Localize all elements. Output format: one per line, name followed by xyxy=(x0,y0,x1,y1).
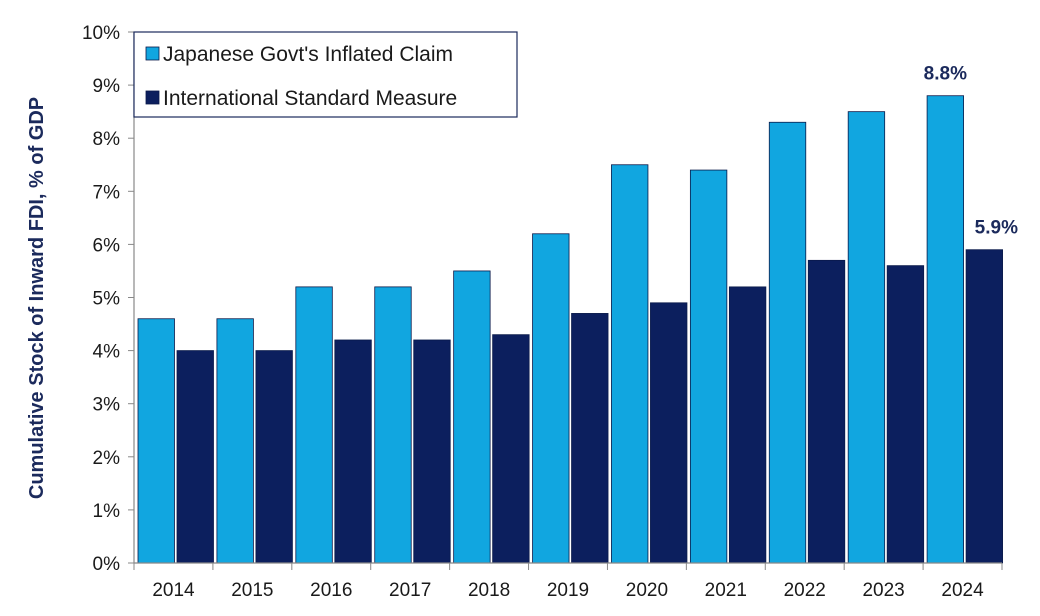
bar xyxy=(807,259,846,564)
x-tick-label: 2020 xyxy=(626,580,668,601)
y-tick-label: 10% xyxy=(82,23,120,44)
bar xyxy=(728,286,767,564)
bar xyxy=(216,318,254,564)
y-tick-label: 4% xyxy=(93,342,121,363)
legend: Japanese Govt's Inflated Claim Internatio… xyxy=(133,31,518,118)
x-tick-label: 2016 xyxy=(310,580,352,601)
bar xyxy=(137,318,175,564)
bar xyxy=(926,95,964,564)
x-tick-label: 2018 xyxy=(468,580,510,601)
y-tick-labels: 0% 1% 2% 3% 4% 5% 6% 7% 8% 9% 10% xyxy=(82,23,120,575)
legend-box xyxy=(133,31,518,118)
x-tick-label: 2015 xyxy=(231,580,273,601)
bar xyxy=(611,164,649,564)
y-tick-label: 8% xyxy=(93,129,121,150)
bar xyxy=(374,286,412,564)
data-labels: 8.8% 5.9% xyxy=(924,64,1018,239)
legend-swatch xyxy=(145,90,160,105)
x-tick-label: 2019 xyxy=(547,580,589,601)
bar xyxy=(965,249,1003,564)
x-tick-label: 2023 xyxy=(862,580,904,601)
bar xyxy=(532,233,570,564)
y-tick-label: 7% xyxy=(93,182,121,203)
y-tick-label: 0% xyxy=(93,554,121,575)
bar xyxy=(295,286,333,564)
x-tick-label: 2014 xyxy=(152,580,195,601)
x-tick-label: 2021 xyxy=(705,580,747,601)
bar xyxy=(413,339,451,564)
legend-label: Japanese Govt's Inflated Claim xyxy=(163,43,453,66)
y-tick-label: 5% xyxy=(93,289,121,310)
bar xyxy=(453,270,491,564)
bar xyxy=(334,339,372,564)
bar xyxy=(689,169,728,564)
axes xyxy=(128,31,1003,570)
bar-series xyxy=(137,95,1003,564)
x-tick-label: 2022 xyxy=(784,580,826,601)
data-label: 8.8% xyxy=(924,64,967,85)
data-label: 5.9% xyxy=(975,218,1018,239)
legend-label: International Standard Measure xyxy=(163,87,457,110)
y-tick-label: 2% xyxy=(93,448,121,469)
bar xyxy=(768,121,807,564)
y-axis-title: Cumulative Stock of Inward FDI, % of GDP xyxy=(26,97,48,499)
y-tick-label: 3% xyxy=(93,395,121,416)
bar xyxy=(886,265,925,564)
y-tick-label: 9% xyxy=(93,76,121,97)
bar xyxy=(571,313,609,564)
y-tick-label: 1% xyxy=(93,501,121,522)
x-tick-label: 2017 xyxy=(389,580,431,601)
bar xyxy=(255,350,293,564)
bar xyxy=(650,302,688,564)
x-tick-labels: 2014 2015 2016 2017 2018 2019 2020 2021 2022 2023… xyxy=(152,580,984,601)
bar xyxy=(847,111,886,564)
y-tick-label: 6% xyxy=(93,235,121,256)
bar xyxy=(492,334,530,564)
x-tick-label: 2024 xyxy=(941,580,984,601)
legend-swatch xyxy=(145,46,160,61)
bar xyxy=(176,350,214,564)
